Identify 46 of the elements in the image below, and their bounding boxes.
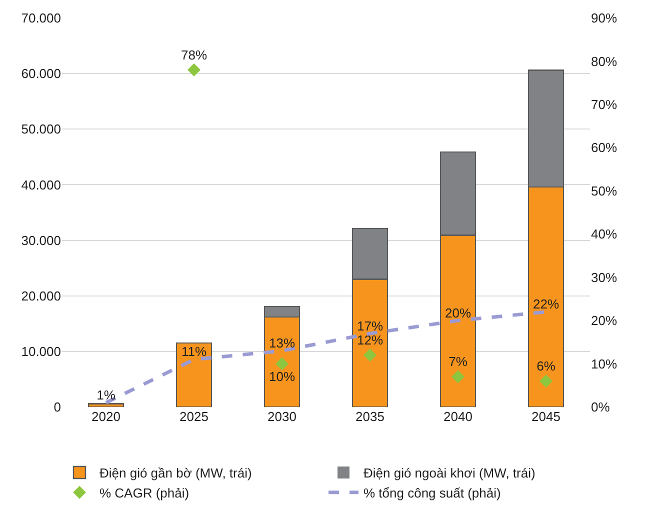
data-label: 78% bbox=[180, 47, 208, 62]
y-tick-label: 70.000 bbox=[21, 10, 61, 26]
point bbox=[540, 374, 552, 388]
x-tick-label: 2040 bbox=[444, 409, 472, 424]
y-tick-label: 10.000 bbox=[21, 344, 61, 359]
data-label: 6% bbox=[536, 358, 556, 374]
data-label: 20% bbox=[444, 305, 472, 320]
data-label: 7% bbox=[448, 354, 468, 370]
data-label: 10% bbox=[268, 368, 296, 384]
point bbox=[188, 63, 200, 76]
y-tick-label: 50.000 bbox=[21, 122, 61, 137]
y2-tick-label: 90% bbox=[591, 10, 618, 26]
point bbox=[452, 370, 464, 384]
legend-label: Điện gió gần bờ (MW, trái) bbox=[100, 466, 252, 481]
y2-tick-label: 10% bbox=[591, 356, 618, 372]
x-tick-label: 2025 bbox=[180, 409, 208, 424]
y2-tick-label: 30% bbox=[591, 270, 618, 285]
data-label: 13% bbox=[268, 336, 296, 351]
data-label: 22% bbox=[532, 296, 560, 312]
y-tick-label: 40.000 bbox=[21, 177, 61, 192]
bar bbox=[176, 342, 212, 407]
y2-tick-label: 20% bbox=[591, 313, 618, 328]
x-tick-label: 2035 bbox=[356, 409, 384, 424]
y2-tick-label: 80% bbox=[591, 54, 618, 69]
y2-tick-label: 70% bbox=[591, 96, 618, 112]
legend-label: Điện gió ngoài khơi (MW, trái) bbox=[364, 466, 536, 481]
y2-tick-label: 60% bbox=[591, 140, 618, 156]
y-tick-label: 30.000 bbox=[21, 232, 61, 248]
y-tick-label: 60.000 bbox=[21, 66, 61, 82]
point bbox=[364, 348, 376, 362]
data-label: 17% bbox=[356, 318, 384, 334]
y-tick-label: 0 bbox=[54, 400, 61, 415]
y2-tick-label: 40% bbox=[591, 226, 618, 242]
y2-tick-label: 50% bbox=[591, 183, 618, 198]
bar bbox=[88, 403, 124, 407]
data-label: 11% bbox=[181, 344, 207, 360]
x-tick-label: 2045 bbox=[532, 409, 560, 424]
legend-label: % CAGR (phải) bbox=[100, 485, 190, 500]
legend-label: % tổng công suất (phải) bbox=[364, 485, 501, 500]
point bbox=[276, 357, 288, 370]
x-tick-label: 2030 bbox=[268, 409, 296, 424]
data-label: 12% bbox=[356, 332, 384, 348]
data-label: 1% bbox=[96, 387, 116, 402]
x-tick-label: 2020 bbox=[92, 409, 120, 424]
y2-tick-label: 0% bbox=[591, 400, 610, 415]
y-tick-label: 20.000 bbox=[21, 288, 61, 304]
